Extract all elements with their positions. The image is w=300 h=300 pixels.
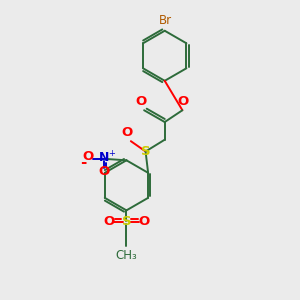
Text: S: S [122,215,131,228]
Text: O: O [103,215,114,228]
Text: O: O [82,150,94,163]
Text: CH₃: CH₃ [116,249,137,262]
Text: Br: Br [159,14,172,27]
Text: O: O [122,126,133,139]
Text: O: O [139,215,150,228]
Text: O: O [99,165,110,178]
Text: +: + [108,149,115,158]
Text: S: S [141,145,151,158]
Text: O: O [135,95,146,108]
Text: N: N [99,151,110,164]
Text: -: - [80,155,86,170]
Text: O: O [177,95,189,108]
